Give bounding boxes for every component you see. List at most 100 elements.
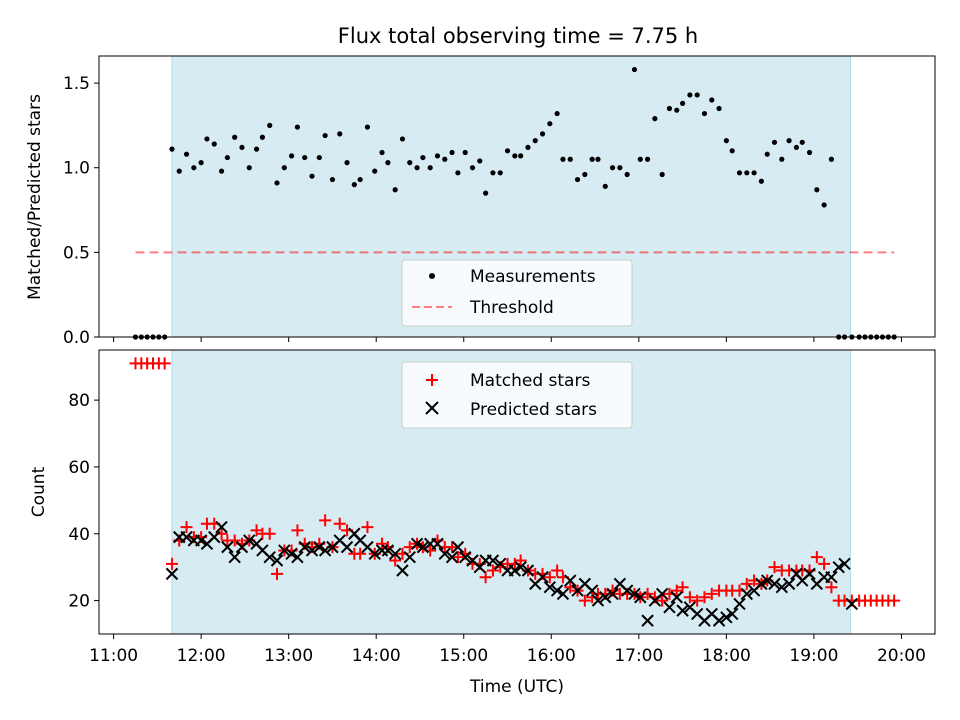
- top-legend: Measurements Threshold: [401, 259, 633, 327]
- predicted-point: [720, 611, 733, 624]
- measurement-point: [512, 153, 518, 159]
- x-tick-label: 15:00: [439, 646, 488, 666]
- measurement-point: [709, 97, 715, 103]
- predicted-point: [768, 577, 781, 591]
- bottom-x-ticks: 11:00 12:00 13:00 14:00 15:00 16:00 17:00 18:00…: [89, 634, 926, 666]
- measurement-point: [372, 168, 378, 174]
- legend-matched-marker: [426, 374, 438, 386]
- measurement-point: [729, 148, 735, 154]
- top-y-axis-label: Matched/Predicted stars: [25, 94, 45, 300]
- predicted-point: [298, 540, 311, 554]
- predicted-point: [755, 577, 768, 591]
- measurement-point: [736, 170, 743, 176]
- matched-point: [656, 594, 669, 607]
- measurement-point: [364, 124, 371, 130]
- predicted-point: [381, 544, 395, 557]
- predicted-point: [725, 607, 739, 621]
- predicted-point: [564, 574, 577, 587]
- x-tick-label: 19:00: [789, 646, 838, 666]
- measurement-point: [828, 156, 835, 162]
- bottom-y-axis-label: Count: [29, 466, 49, 517]
- measurement-point: [539, 131, 546, 137]
- y-tick-label: 40: [68, 525, 90, 545]
- measurement-point: [198, 160, 204, 166]
- matched-point: [578, 594, 591, 607]
- matched-point: [319, 514, 332, 527]
- measurement-point: [259, 134, 266, 140]
- measurement-point: [357, 176, 363, 183]
- top-x-ticks: [113, 337, 902, 342]
- predicted-point: [634, 591, 647, 604]
- measurement-point: [701, 110, 708, 117]
- predicted-point: [194, 534, 208, 547]
- measurement-point: [434, 153, 441, 159]
- measurement-point: [442, 156, 448, 162]
- matched-point: [479, 571, 492, 584]
- x-axis-label: Time (UTC): [469, 677, 564, 697]
- y-tick-label: 20: [68, 592, 90, 612]
- predicted-point: [606, 587, 619, 601]
- measurement-point: [267, 122, 273, 129]
- predicted-point: [733, 597, 746, 611]
- measurement-point: [652, 116, 658, 122]
- measurement-point: [211, 141, 217, 147]
- y-tick-label: 0.0: [63, 328, 90, 348]
- matched-point: [818, 557, 831, 570]
- matched-point: [810, 551, 823, 564]
- measurement-point: [567, 156, 573, 162]
- predicted-point: [838, 557, 851, 571]
- matched-point: [451, 551, 464, 564]
- y-tick-label: 1.0: [63, 159, 90, 179]
- matched-point: [698, 591, 711, 604]
- measurement-point: [764, 151, 770, 157]
- measurement-point: [758, 178, 764, 184]
- y-tick-label: 0.5: [63, 243, 90, 263]
- x-tick-label: 20:00: [877, 646, 926, 666]
- matched-point: [158, 357, 171, 370]
- predicted-point: [628, 587, 641, 601]
- matched-point: [683, 591, 696, 604]
- predicted-point: [215, 520, 228, 534]
- predicted-point: [451, 540, 465, 554]
- y-tick-label: 80: [68, 391, 90, 411]
- predicted-point: [599, 591, 612, 604]
- x-tick-label: 17:00: [614, 646, 663, 666]
- predicted-point: [740, 587, 753, 601]
- measurement-point: [589, 156, 595, 162]
- predicted-point: [445, 550, 459, 564]
- predicted-point: [458, 550, 472, 564]
- x-tick-label: 12:00: [177, 646, 226, 666]
- predicted-point: [278, 544, 291, 557]
- x-tick-label: 11:00: [89, 646, 138, 666]
- bottom-marks: [129, 357, 901, 627]
- predicted-point: [670, 591, 683, 604]
- predicted-point: [318, 544, 332, 557]
- measurement-point: [407, 160, 413, 166]
- matched-point: [333, 517, 346, 530]
- measurement-point: [191, 165, 197, 171]
- measurement-point: [337, 131, 343, 137]
- measurement-point: [302, 154, 308, 161]
- predicted-point: [291, 550, 304, 564]
- predicted-point: [486, 554, 500, 567]
- predicted-point: [416, 540, 430, 554]
- measurement-point: [288, 153, 295, 159]
- measurement-point: [574, 176, 581, 183]
- predicted-point: [514, 560, 527, 574]
- measurement-point: [799, 139, 805, 145]
- measurement-point: [793, 144, 799, 151]
- predicted-point: [305, 544, 319, 557]
- predicted-point: [508, 564, 522, 577]
- matched-point: [291, 524, 304, 537]
- measurement-point: [617, 165, 623, 171]
- measurement-point: [274, 180, 280, 186]
- measurement-point: [183, 151, 190, 157]
- measurement-point: [560, 156, 566, 162]
- measurement-point: [666, 105, 673, 112]
- measurement-point: [723, 138, 729, 144]
- measurement-point: [679, 100, 686, 106]
- measurement-point: [504, 148, 511, 154]
- measurement-point: [631, 66, 638, 73]
- measurement-point: [246, 165, 252, 171]
- measurement-point: [281, 165, 287, 171]
